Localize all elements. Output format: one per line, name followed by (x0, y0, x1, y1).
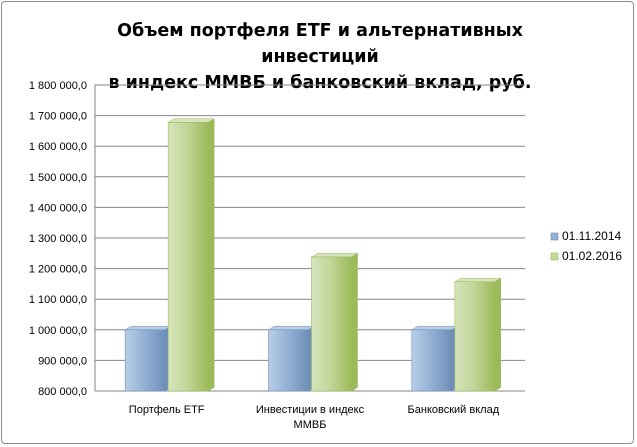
category-label: Портфель ETF (129, 404, 205, 416)
y-tick-label: 1 200 000,0 (29, 264, 87, 276)
legend-label: 01.02.2016 (562, 249, 622, 263)
chart-title-line-2: в индекс ММВБ и банковский вклад, руб. (108, 73, 532, 93)
bar-start-2 (410, 325, 459, 392)
bar-end-0 (167, 118, 216, 392)
chart-title-line-1: Объем портфеля ETF и альтернативных инве… (117, 21, 523, 67)
bar-start-1 (267, 325, 316, 392)
y-tick-label: 1 500 000,0 (29, 172, 87, 184)
legend-swatch (550, 252, 559, 261)
y-tick-label: 1 800 000,0 (29, 80, 87, 92)
legend-swatch (550, 232, 559, 241)
y-tick-label: 1 600 000,0 (29, 141, 87, 153)
y-tick-label: 1 700 000,0 (29, 111, 87, 123)
category-label: Инвестиции в индекс (256, 404, 365, 416)
category-label: Банковский вклад (408, 404, 500, 416)
y-tick-label: 800 000,0 (38, 386, 87, 398)
legend-label: 01.11.2014 (562, 229, 621, 243)
y-tick-label: 1 000 000,0 (29, 325, 87, 337)
bar-start-0 (124, 325, 173, 392)
y-tick-label: 1 300 000,0 (29, 233, 87, 245)
y-tick-label: 1 100 000,0 (29, 294, 87, 306)
chart-title: Объем портфеля ETF и альтернативных инве… (60, 18, 580, 96)
bar-end-2 (453, 277, 502, 392)
y-tick-label: 900 000,0 (38, 355, 87, 367)
category-label: ММВБ (294, 419, 327, 431)
bar-end-1 (310, 252, 359, 392)
y-tick-label: 1 400 000,0 (29, 202, 87, 214)
